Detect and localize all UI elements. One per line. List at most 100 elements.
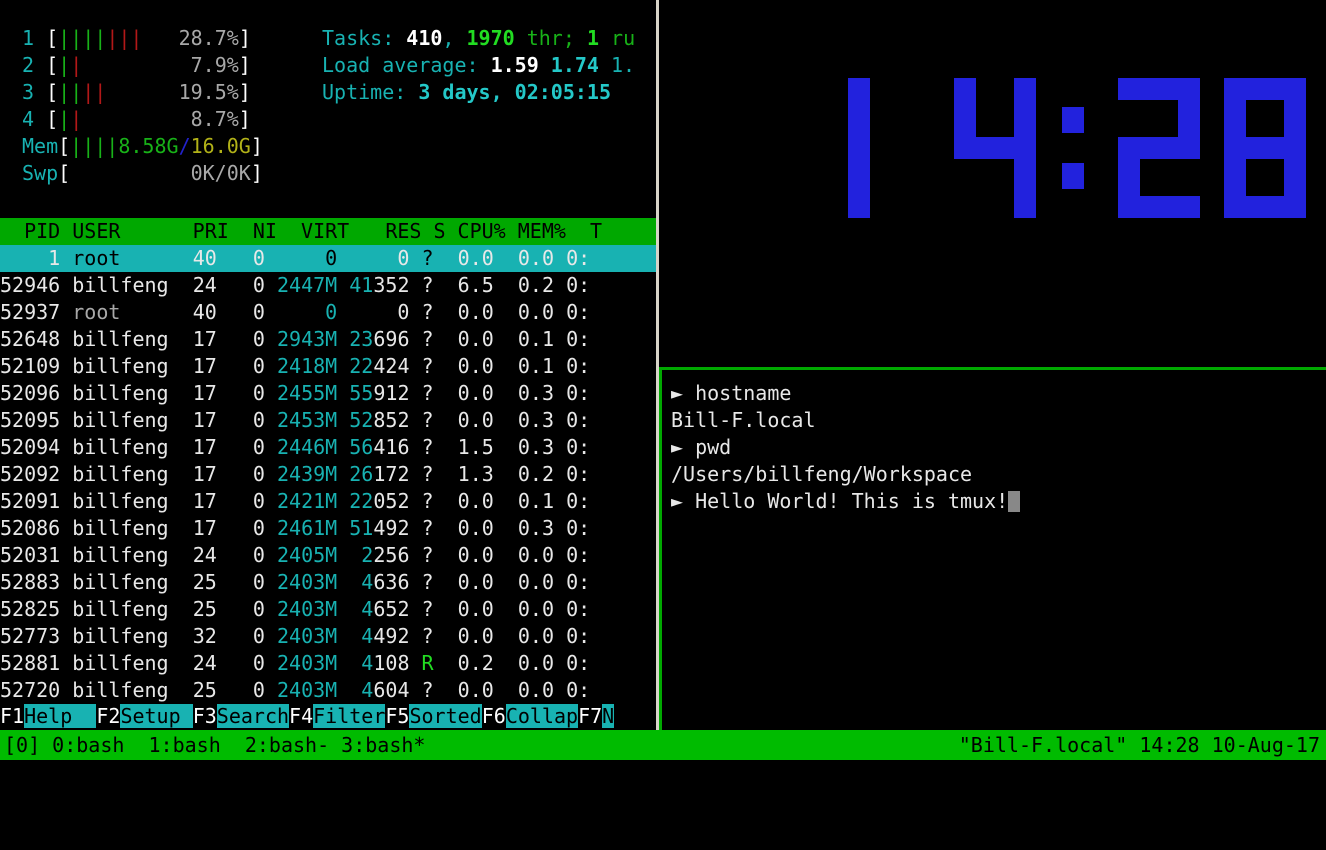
fkey-label-f5[interactable]: Sorted <box>409 704 482 728</box>
cpu-percent: 28.7% <box>178 26 239 50</box>
process-row[interactable]: 52937 root 40 0 0 0 ? 0.0 0.0 0: <box>0 299 656 326</box>
process-state: ? <box>421 435 434 459</box>
process-row[interactable]: 52092 billfeng 17 0 2439M 26172 ? 1.3 0.… <box>0 461 656 488</box>
process-mem: 0.1 <box>505 354 555 378</box>
vertical-pane-divider[interactable] <box>656 0 659 730</box>
fkey-label-f2[interactable]: Setup <box>120 704 193 728</box>
process-nice: 0 <box>252 435 265 459</box>
process-virt: 2439M <box>277 462 338 486</box>
process-time: 0: <box>566 300 591 324</box>
fkey-label-f1[interactable]: Help <box>24 704 97 728</box>
process-row[interactable]: 52825 billfeng 25 0 2403M 4652 ? 0.0 0.0… <box>0 596 656 623</box>
process-cpu: 0.0 <box>445 354 494 378</box>
tmux-status-bar[interactable]: [0] 0:bash 1:bash 2:bash- 3:bash* "Bill-… <box>0 730 1326 760</box>
process-virt: 2403M <box>277 624 338 648</box>
process-pid: 52094 <box>0 435 61 459</box>
process-pid: 52946 <box>0 273 61 297</box>
terminal-screen: 1 [||||||| 28.7%] 2 [|| 7.9%] 3 [|||| 19.5… <box>0 0 1326 760</box>
tmux-status-right: "Bill-F.local" 14:28 10-Aug-17 <box>958 733 1320 757</box>
shell-command-line[interactable]: ► hostname <box>671 380 1326 407</box>
fkey-label-f3[interactable]: Search <box>216 704 290 728</box>
process-res-prefix: 4 <box>349 597 374 621</box>
process-time: 0: <box>566 246 591 270</box>
process-pid: 52883 <box>0 570 61 594</box>
seven-segment-clock <box>848 78 1326 218</box>
process-row[interactable]: 52720 billfeng 25 0 2403M 4604 ? 0.0 0.0… <box>0 677 656 704</box>
process-time: 0: <box>566 462 591 486</box>
shell-command-line[interactable]: ► pwd <box>671 434 1326 461</box>
process-user: billfeng <box>72 570 169 594</box>
process-row[interactable]: 52094 billfeng 17 0 2446M 56416 ? 1.5 0.… <box>0 434 656 461</box>
clock-segment-e <box>1118 144 1140 218</box>
prompt-arrow-icon: ► <box>671 489 696 513</box>
process-user: billfeng <box>72 678 169 702</box>
fkey-number-f6[interactable]: F6 <box>481 704 506 728</box>
process-row[interactable]: 52109 billfeng 17 0 2418M 22424 ? 0.0 0.… <box>0 353 656 380</box>
process-time: 0: <box>566 516 591 540</box>
clock-segment-b <box>1014 78 1036 152</box>
process-row[interactable]: 52086 billfeng 17 0 2461M 51492 ? 0.0 0.… <box>0 515 656 542</box>
process-state: ? <box>421 624 434 648</box>
fkey-number-f4[interactable]: F4 <box>289 704 314 728</box>
process-row[interactable]: 1 root 40 0 0 0 ? 0.0 0.0 0: <box>0 245 656 272</box>
fkey-number-f5[interactable]: F5 <box>385 704 410 728</box>
uptime-value: 3 days, 02:05:15 <box>418 80 611 104</box>
cpu-meter-1: 1 [||||||| 28.7%] <box>22 26 251 50</box>
shell-output-line: /Users/billfeng/Workspace <box>671 461 1326 488</box>
process-row[interactable]: 52648 billfeng 17 0 2943M 23696 ? 0.0 0.… <box>0 326 656 353</box>
process-row[interactable]: 52096 billfeng 17 0 2455M 55912 ? 0.0 0.… <box>0 380 656 407</box>
process-state: ? <box>421 597 434 621</box>
process-virt: 2421M <box>277 489 338 513</box>
process-priority: 25 <box>192 570 217 594</box>
process-time: 0: <box>566 273 591 297</box>
process-mem: 0.0 <box>505 570 555 594</box>
fkey-number-f7[interactable]: F7 <box>578 704 603 728</box>
process-row[interactable]: 52773 billfeng 32 0 2403M 4492 ? 0.0 0.0… <box>0 623 656 650</box>
text-cursor <box>1008 491 1021 512</box>
fkey-number-f1[interactable]: F1 <box>0 704 25 728</box>
process-res-prefix: 4 <box>349 570 374 594</box>
process-row[interactable]: 52883 billfeng 25 0 2403M 4636 ? 0.0 0.0… <box>0 569 656 596</box>
process-res: 696 <box>373 327 410 351</box>
process-res: 256 <box>373 543 410 567</box>
tmux-window-list[interactable]: [0] 0:bash 1:bash 2:bash- 3:bash* <box>4 733 426 757</box>
process-state: ? <box>421 489 434 513</box>
process-row[interactable]: 52091 billfeng 17 0 2421M 22052 ? 0.0 0.… <box>0 488 656 515</box>
process-res: 852 <box>373 408 410 432</box>
clock-digit-1 <box>954 78 1036 218</box>
process-priority: 40 <box>192 300 217 324</box>
fkey-label-f4[interactable]: Filter <box>313 704 386 728</box>
process-row[interactable]: 52881 billfeng 24 0 2403M 4108 R 0.2 0.0… <box>0 650 656 677</box>
htop-pane[interactable]: 1 [||||||| 28.7%] 2 [|| 7.9%] 3 [|||| 19.5… <box>0 0 656 730</box>
process-mem: 0.0 <box>505 300 555 324</box>
clock-pane[interactable] <box>662 0 1326 367</box>
clock-colon-dot-top <box>1062 107 1084 133</box>
process-res-prefix: 26 <box>349 462 374 486</box>
fkey-number-f2[interactable]: F2 <box>96 704 121 728</box>
fkey-number-f3[interactable]: F3 <box>192 704 217 728</box>
process-row[interactable]: 52031 billfeng 24 0 2405M 2256 ? 0.0 0.0… <box>0 542 656 569</box>
process-priority: 17 <box>192 462 217 486</box>
process-table-header[interactable]: PID USER PRI NI VIRT RES S CPU% MEM% T <box>0 218 656 245</box>
cpu-percent: 8.7% <box>190 107 239 131</box>
process-row[interactable]: 52946 billfeng 24 0 2447M 41352 ? 6.5 0.… <box>0 272 656 299</box>
fkey-label-f6[interactable]: Collap <box>505 704 579 728</box>
process-row[interactable]: 52095 billfeng 17 0 2453M 52852 ? 0.0 0.… <box>0 407 656 434</box>
process-priority: 40 <box>192 246 217 270</box>
process-nice: 0 <box>252 489 265 513</box>
clock-colon <box>1060 78 1094 218</box>
process-state: R <box>421 651 434 675</box>
clock-digit-0 <box>848 78 930 218</box>
process-user: billfeng <box>72 273 169 297</box>
shell-command-line[interactable]: ► Hello World! This is tmux! <box>671 488 1326 515</box>
clock-digit-3 <box>1224 78 1306 218</box>
function-key-bar[interactable]: F1Help F2Setup F3SearchF4FilterF5SortedF… <box>0 703 656 730</box>
horizontal-pane-divider[interactable] <box>659 367 1326 370</box>
process-table-body[interactable]: 1 root 40 0 0 0 ? 0.0 0.0 0: 52946 billfe… <box>0 245 656 704</box>
process-mem: 0.3 <box>505 381 555 405</box>
process-virt: 2455M <box>277 381 338 405</box>
process-virt: 2403M <box>277 651 338 675</box>
shell-pane[interactable]: ► hostname Bill-F.local ► pwd/Users/billfe… <box>665 372 1326 730</box>
process-priority: 25 <box>192 678 217 702</box>
fkey-label-f7[interactable]: N <box>602 704 615 728</box>
